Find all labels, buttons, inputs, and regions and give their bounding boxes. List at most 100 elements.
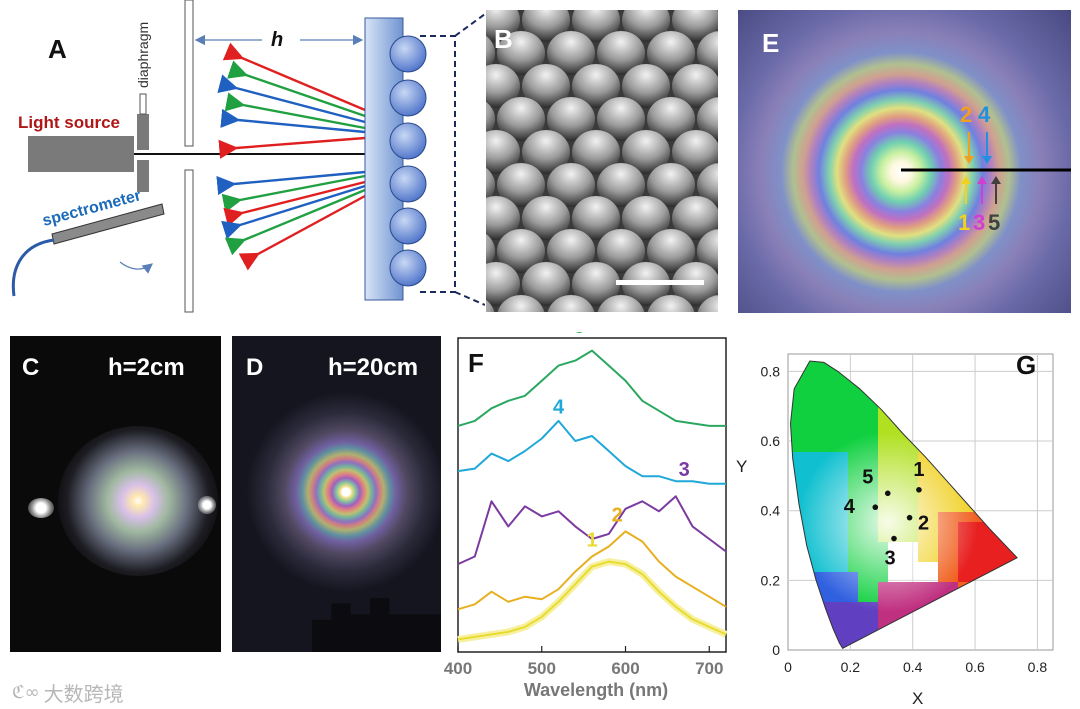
x-tick-label: 600 [611,659,639,678]
series-label-3: 3 [679,459,690,481]
microlens [522,262,570,306]
microlens [647,31,695,75]
microlens [622,10,670,42]
zoom-bracket [420,13,485,306]
panel-e-photo: 2 4 1 3 5 E [738,10,1071,313]
light-source-box [28,136,134,172]
point-label-2: 2 [918,513,929,535]
microlens [522,196,570,240]
watermark: ℭ∞ 大数跨境 [12,678,124,707]
watermark-text: 大数跨境 [43,682,124,706]
marker-5: 5 [988,210,1000,235]
microlens [572,64,620,108]
microlens [697,163,718,207]
cie-outline [789,360,1018,649]
microlens [572,196,620,240]
microlens [486,64,520,108]
y-tick-label: 0.4 [761,503,781,519]
y-tick-label: 0.2 [761,572,781,588]
microlens [497,31,545,75]
point-label-4: 4 [844,496,856,518]
series-label-4: 4 [553,396,565,418]
microlens [522,64,570,108]
microlens [697,229,718,273]
microlens [672,196,718,240]
microlens [672,130,718,174]
panel-g-cie-chart: 1 2 3 45 0 0.2 0.4 0.6 0.8 0 0.2 0.4 0.6 0.8 Y X G [736,350,1054,708]
microlens [647,229,695,273]
panel-a-letter: A [48,34,67,64]
marker-3: 3 [973,210,985,235]
ring-pattern [246,392,441,592]
microlens [647,163,695,207]
screen-upper [184,0,194,147]
marker-4: 4 [978,102,991,127]
diffuse-glow [58,426,218,576]
panel-g-letter: G [1016,350,1036,380]
x-tick-label: 0.8 [1028,659,1048,675]
microlens [647,295,695,312]
point-label-5: 5 [862,466,873,488]
left-hotspot [28,498,54,518]
panel-f-spectra-chart: 12 3 4 5 400 500 600 700 Wavelength (nm) F [444,332,728,700]
microlens [572,262,620,306]
x-tick-label: 500 [528,659,556,678]
h-label: h [271,29,283,51]
series-label-2: 2 [612,504,623,526]
spectrometer [11,203,165,297]
point-label-3: 3 [884,548,895,570]
y-tick-label: 0.6 [761,433,781,449]
microlens [622,130,670,174]
panel-c-caption: h=2cm [108,354,185,381]
marker-1: 1 [958,210,970,235]
microlens [497,97,545,141]
microlens [697,31,718,75]
microlens [522,130,570,174]
x-tick-label: 0.6 [965,659,985,675]
microlens [486,101,495,137]
microlens [497,229,545,273]
microlens [547,31,595,75]
spectrum-line-4 [457,419,726,485]
microlens [597,31,645,75]
bottom-shadow [312,598,441,652]
x-tick-label: 0 [784,659,792,675]
microlens [497,163,545,207]
microlens-array [389,35,427,287]
x-tick-label: 400 [444,659,472,678]
series-label-5: 5 [574,332,585,338]
microlens [497,295,545,312]
point-label-1: 1 [913,459,924,481]
microlens [547,163,595,207]
position-arrows [961,132,1001,204]
color-point-4 [872,504,879,511]
plot-frame [457,337,727,653]
panel-b-letter: B [494,24,513,54]
y-tick-label: 0 [772,642,780,658]
microlens [697,295,718,312]
scale-bar [616,280,704,285]
light-source-label: Light source [18,113,120,132]
microlens [522,10,570,42]
color-point-3 [891,535,897,542]
y-axis-label: Y [736,457,747,476]
color-point-1 [916,487,922,493]
panel-d-letter: D [246,354,264,381]
spectrum-line-2 [457,530,727,611]
microlens [486,299,495,312]
microlens [672,10,718,42]
panel-d-caption: h=20cm [328,354,419,381]
panel-f-letter: F [468,348,484,378]
panel-e-letter: E [762,28,779,58]
diffracted-rays [216,42,366,271]
microlens [572,130,620,174]
microlens [486,167,495,203]
panel-c-letter: C [22,354,40,381]
microlens [547,295,595,312]
color-point-2 [906,514,913,521]
microlens [547,97,595,141]
microlens [597,163,645,207]
spectrum-line-5 [457,349,726,427]
microlens [572,10,620,42]
panel-d-photo: D h=20cm [232,336,441,652]
